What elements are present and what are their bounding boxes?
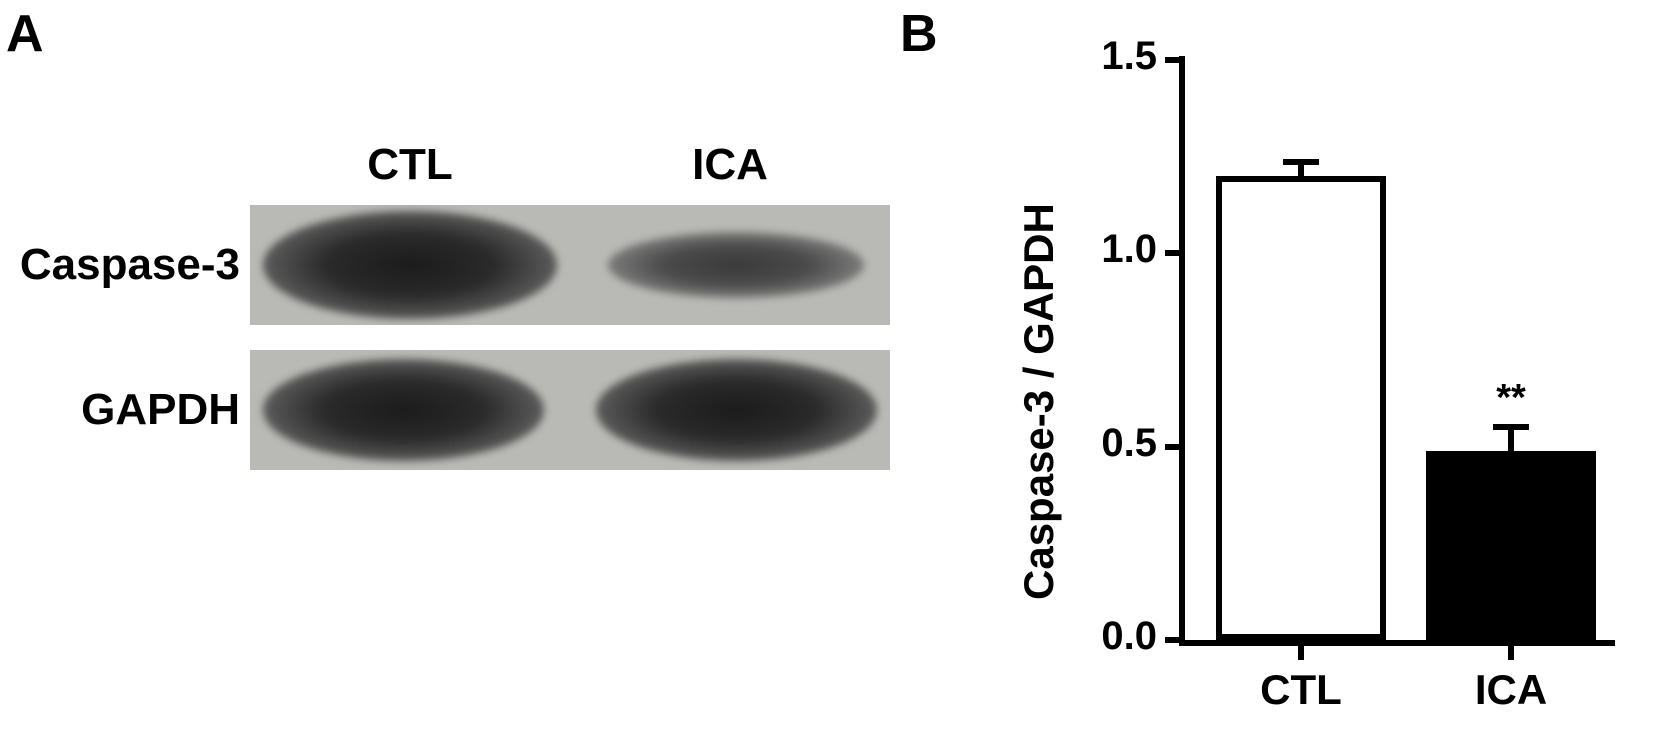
x-category-label: ICA <box>1406 666 1616 714</box>
y-axis <box>1179 56 1185 646</box>
y-axis-label: Caspase-3 / GAPDH <box>1015 203 1063 600</box>
y-tick-label: 0.5 <box>1075 421 1157 466</box>
significance-mark: ** <box>1426 377 1596 420</box>
x-category-label: CTL <box>1196 666 1406 714</box>
bar-ctl <box>1216 176 1386 640</box>
y-tick <box>1165 250 1179 256</box>
error-bar-cap <box>1283 159 1319 165</box>
y-tick <box>1165 444 1179 450</box>
figure: A B CTL ICA Caspase-3 GAPDH 0.00.51.01.5… <box>0 0 1677 754</box>
y-tick <box>1165 637 1179 643</box>
y-tick-label: 1.0 <box>1075 227 1157 272</box>
x-tick <box>1508 646 1514 660</box>
x-tick <box>1298 646 1304 660</box>
y-tick <box>1165 57 1179 63</box>
bar-chart: 0.0 0.5 1.0 1.5 Caspase-3 / GAPDH CTL ** ICA <box>0 0 1677 754</box>
x-axis <box>1179 640 1615 646</box>
error-bar <box>1508 427 1514 450</box>
error-bar-cap <box>1493 424 1529 430</box>
bar-ica <box>1426 451 1596 640</box>
y-tick-label: 1.5 <box>1075 34 1157 79</box>
y-tick-label: 0.0 <box>1075 614 1157 659</box>
